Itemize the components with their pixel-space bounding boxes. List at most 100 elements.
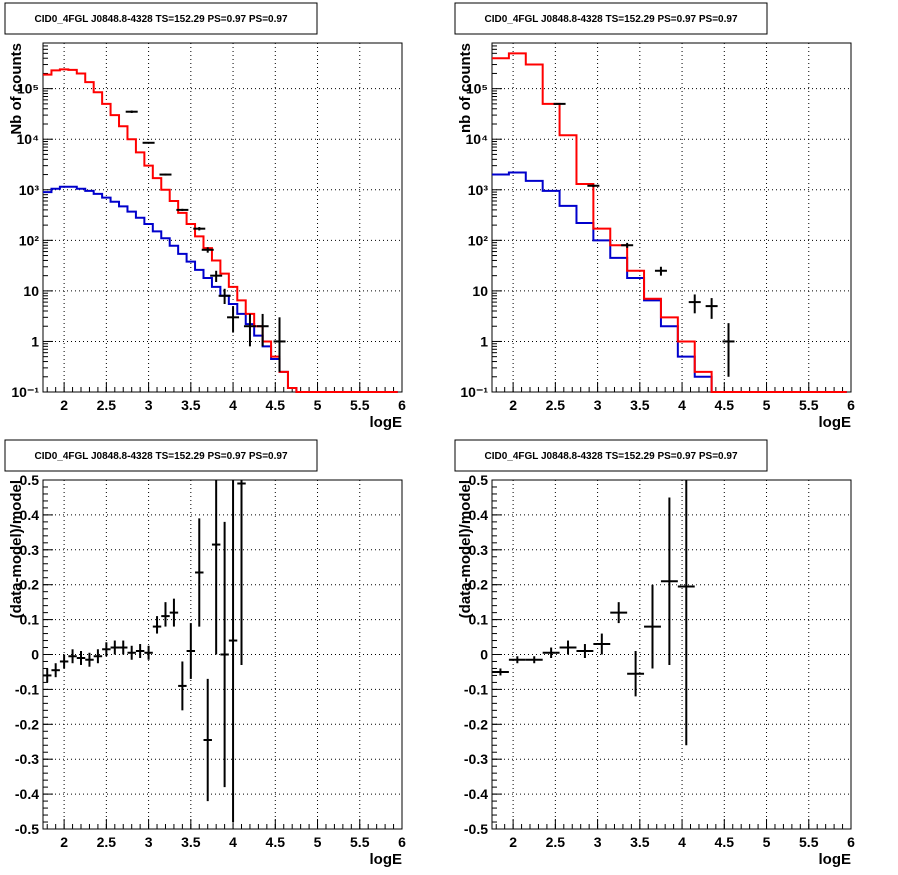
x-tick-label: 3 (594, 397, 602, 413)
data-point (186, 623, 196, 679)
data-point (621, 242, 634, 248)
series-model-histogram (43, 68, 398, 393)
y-tick-label: 10² (468, 232, 489, 248)
data-point (722, 323, 735, 377)
chart-panel-3: CID0_4FGL J0848.8-4328 TS=152.29 PS=0.97… (4, 439, 406, 868)
y-tick-label: -0.5 (464, 821, 488, 837)
data-point (93, 649, 103, 664)
y-axis: -0.5 -0.4 -0.3 -0.2 -0.1 0 0.1 0.2 0.3 0.4 0.5(dat… (8, 472, 402, 837)
x-tick-label: 5.5 (799, 397, 819, 413)
data-point (210, 270, 223, 282)
data-point (59, 654, 69, 669)
data-point (553, 102, 566, 105)
x-tick-label: 2.5 (97, 834, 117, 850)
data-point (127, 645, 136, 660)
data-point (654, 266, 667, 276)
y-tick-label: 0.2 (469, 577, 489, 593)
x-tick-label: 3 (145, 834, 153, 850)
data-point (644, 584, 661, 669)
x-tick-label: 2.5 (546, 397, 566, 413)
chart-title: CID0_4FGL J0848.8-4328 TS=152.29 PS=0.97… (484, 451, 737, 462)
y-tick-label: 10 (23, 283, 39, 299)
data-point (677, 480, 695, 746)
data-point (273, 317, 286, 372)
y-axis-label: Nb of counts (8, 43, 25, 135)
data-point (220, 521, 229, 788)
y-tick-label: 0.3 (469, 542, 489, 558)
chart-panel-1: CID0_4FGL J0848.8-4328 TS=152.29 PS=0.97… (4, 2, 406, 431)
chart-title-box: CID0_4FGL J0848.8-4328 TS=152.29 PS=0.97… (454, 439, 768, 472)
x-tick-label: 5.5 (799, 834, 819, 850)
x-tick-label: 6 (398, 397, 406, 413)
x-tick-label: 4.5 (266, 397, 286, 413)
data-point (587, 184, 600, 188)
y-tick-label: -0.3 (464, 751, 488, 767)
x-tick-label: 5 (763, 397, 771, 413)
x-tick-label: 3.5 (181, 397, 201, 413)
x-tick-label: 2 (509, 397, 517, 413)
x-tick-label: 3.5 (630, 397, 650, 413)
x-tick-label: 2 (60, 397, 68, 413)
data-point (243, 313, 256, 347)
series-component-histogram (492, 171, 847, 393)
chart-panel-2: CID0_4FGL J0848.8-4328 TS=152.29 PS=0.97… (454, 2, 855, 431)
y-tick-label: 0.1 (469, 612, 489, 628)
chart-title-box: CID0_4FGL J0848.8-4328 TS=152.29 PS=0.97… (4, 2, 318, 35)
y-tick-label: 10⁻¹ (460, 384, 488, 400)
y-tick-label: 10³ (468, 182, 489, 198)
data-point (576, 644, 594, 658)
data-point (169, 598, 179, 627)
data-point (705, 298, 718, 319)
y-tick-label: -0.3 (15, 751, 39, 767)
y-tick-label: 10⁴ (466, 131, 489, 147)
y-axis-label: (data-model)/model (8, 480, 25, 618)
data-point (688, 294, 701, 314)
x-tick-label: 2 (60, 834, 68, 850)
data-point (508, 656, 526, 664)
y-tick-label: -0.5 (15, 821, 39, 837)
series-component-histogram (43, 185, 398, 393)
x-tick-label: 5.5 (350, 397, 370, 413)
y-tick-label: 0.2 (20, 577, 40, 593)
x-tick-label: 4.5 (715, 397, 735, 413)
data-point (627, 651, 645, 697)
x-tick-label: 5 (314, 834, 322, 850)
y-tick-label: 0 (480, 647, 488, 663)
data-points (43, 480, 246, 823)
x-tick-label: 2.5 (97, 397, 117, 413)
y-tick-label: 0.1 (20, 612, 40, 628)
y-tick-label: 0.5 (20, 472, 40, 488)
y-tick-label: -0.4 (464, 786, 488, 802)
y-tick-label: 1 (480, 333, 488, 349)
y-tick-label: 10 (472, 283, 488, 299)
data-point (43, 668, 52, 683)
x-tick-label: 3.5 (181, 834, 201, 850)
x-tick-label: 2 (509, 834, 517, 850)
chart-title: CID0_4FGL J0848.8-4328 TS=152.29 PS=0.97… (34, 451, 287, 462)
data-point (119, 640, 128, 655)
y-tick-label: 10⁵ (466, 81, 488, 97)
chart-panel-4: CID0_4FGL J0848.8-4328 TS=152.29 PS=0.97… (454, 439, 855, 868)
y-tick-label: 10⁻¹ (11, 384, 39, 400)
x-tick-label: 4.5 (266, 834, 286, 850)
data-point (144, 645, 153, 660)
data-point (211, 480, 221, 655)
data-point (201, 247, 214, 253)
x-axis-label: logE (819, 851, 852, 868)
x-tick-label: 4.5 (715, 834, 735, 850)
chart-title: CID0_4FGL J0848.8-4328 TS=152.29 PS=0.97… (484, 14, 737, 25)
y-axis-label: (data-model)/model (457, 480, 474, 618)
data-point (51, 663, 60, 678)
y-tick-label: 10⁴ (17, 131, 40, 147)
data-point (195, 518, 204, 627)
x-tick-label: 2.5 (546, 834, 566, 850)
data-point (76, 651, 86, 665)
data-point (193, 227, 206, 231)
series-model-histogram (492, 52, 847, 393)
